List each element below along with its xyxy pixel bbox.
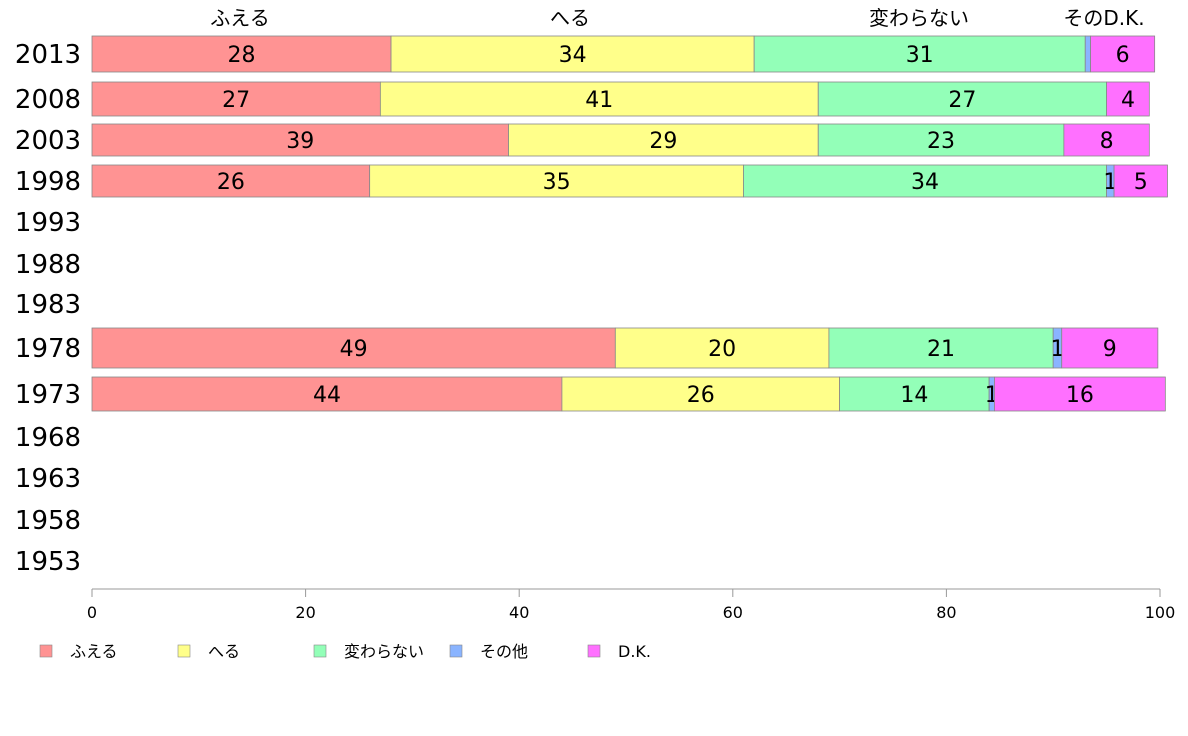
bar-segment-1978-4	[1061, 327, 1159, 369]
legend-label-4: D.K.	[618, 642, 651, 661]
x-tick-label-60: 60	[723, 603, 743, 622]
data-label-2013-4: 6	[1116, 43, 1130, 68]
legend-label-2: 変わらない	[344, 642, 424, 661]
legend: ふえる へる 変わらない その他 D.K.	[39, 642, 651, 661]
top-label-1: へる	[550, 6, 590, 30]
legend-label-0: ふえる	[70, 642, 118, 661]
year-label-2003: 2003	[15, 126, 81, 156]
data-label-2008-4: 4	[1121, 88, 1135, 113]
bar-segment-2003-0	[91, 123, 509, 157]
bar-segment-1978-2	[828, 327, 1054, 369]
x-tick-label-0: 0	[87, 603, 97, 622]
year-labels: 2013 2008 2003 1998 1993 1988 1983 1978 1973 1968…	[15, 40, 81, 577]
x-tick-label-20: 20	[295, 603, 315, 622]
year-label-1953: 1953	[15, 547, 81, 577]
data-label-2003-2: 23	[927, 129, 955, 154]
legend-swatch-2	[313, 644, 327, 658]
data-label-1978-3: 1	[1050, 337, 1064, 362]
data-label-1973-0: 44	[313, 383, 341, 408]
bar-segment-1973-2	[839, 376, 990, 412]
data-label-2008-1: 41	[585, 88, 613, 113]
legend-item-1: へる	[177, 642, 240, 661]
data-label-2013-2: 31	[906, 43, 934, 68]
x-tick-label-40: 40	[509, 603, 529, 622]
bar-row-2013: 28 34 31 6	[91, 35, 1156, 73]
data-label-1998-2: 34	[911, 170, 939, 195]
data-label-2008-0: 27	[222, 88, 250, 113]
bar-segment-2013-1	[390, 35, 755, 73]
year-label-2013: 2013	[15, 40, 81, 70]
year-label-1963: 1963	[15, 464, 81, 494]
x-tick-label-100: 100	[1145, 603, 1176, 622]
bar-segment-1998-4	[1113, 164, 1168, 198]
data-label-1973-4: 16	[1066, 383, 1094, 408]
year-label-1973: 1973	[15, 380, 81, 410]
data-label-2003-4: 8	[1100, 129, 1114, 154]
bar-segment-1998-1	[369, 164, 744, 198]
legend-swatch-4	[587, 644, 601, 658]
top-category-labels: ふえる へる 変わらない そのD.K.	[210, 6, 1144, 30]
bar-segment-2013-3	[1084, 35, 1091, 73]
bar-segment-2008-2	[817, 81, 1107, 117]
year-label-1978: 1978	[15, 334, 81, 364]
data-label-1998-4: 5	[1134, 170, 1148, 195]
top-label-0: ふえる	[210, 6, 269, 30]
data-label-1978-2: 21	[927, 337, 955, 362]
bar-segment-2008-1	[379, 81, 819, 117]
bar-segment-2003-1	[508, 123, 819, 157]
data-label-2003-1: 29	[649, 129, 677, 154]
legend-item-2: 変わらない	[313, 642, 424, 661]
legend-label-3: その他	[480, 642, 528, 661]
data-label-2013-1: 34	[559, 43, 587, 68]
year-label-2008: 2008	[15, 85, 81, 115]
top-label-2: 変わらない	[869, 6, 969, 30]
data-label-2003-0: 39	[286, 129, 314, 154]
bar-segment-1978-0	[91, 327, 616, 369]
data-label-1978-1: 20	[708, 337, 736, 362]
legend-item-4: D.K.	[587, 642, 651, 661]
bar-segment-2013-4	[1090, 35, 1156, 73]
legend-swatch-1	[177, 644, 191, 658]
bar-row-1998: 26 35 34 1 5	[91, 164, 1168, 198]
bar-segment-2008-4	[1106, 81, 1150, 117]
bar-segment-2008-0	[91, 81, 381, 117]
x-axis: 0 20 40 60 80 100	[87, 588, 1176, 622]
data-label-1978-0: 49	[340, 337, 368, 362]
legend-swatch-3	[449, 644, 463, 658]
bar-segment-1978-1	[614, 327, 830, 369]
x-tick-label-80: 80	[936, 603, 956, 622]
data-label-1998-0: 26	[217, 170, 245, 195]
year-label-1983: 1983	[15, 290, 81, 320]
data-label-1973-2: 14	[900, 383, 928, 408]
bar-segment-2013-2	[753, 35, 1086, 73]
bar-row-2003: 39 29 23 8	[91, 123, 1150, 157]
year-label-1968: 1968	[15, 423, 81, 453]
bar-segment-1998-0	[91, 164, 371, 198]
year-label-1998: 1998	[15, 167, 81, 197]
bar-row-2008: 27 41 27 4	[91, 81, 1150, 117]
year-label-1958: 1958	[15, 506, 81, 536]
bar-segment-2003-4	[1063, 123, 1150, 157]
year-label-1993: 1993	[15, 208, 81, 238]
data-label-2008-2: 27	[948, 88, 976, 113]
bar-segment-1973-1	[561, 376, 840, 412]
top-label-3: そのD.K.	[1063, 6, 1144, 30]
data-label-1973-1: 26	[687, 383, 715, 408]
data-label-1998-1: 35	[543, 170, 571, 195]
bar-segment-2013-0	[91, 35, 392, 73]
legend-item-0: ふえる	[39, 642, 118, 661]
year-label-1988: 1988	[15, 250, 81, 280]
legend-swatch-0	[39, 644, 53, 658]
data-label-2013-0: 28	[228, 43, 256, 68]
bar-segment-1973-0	[91, 376, 563, 412]
bar-segment-1973-4	[994, 376, 1166, 412]
bars: 28 34 31 6 27 41 27 4 39 29 23 8 26 35 34 1 5 49 20 21 1 9 44 2…	[91, 35, 1168, 412]
legend-item-3: その他	[449, 642, 528, 661]
bar-row-1973: 44 26 14 1 16	[91, 376, 1166, 412]
legend-label-1: へる	[208, 642, 240, 661]
data-label-1978-4: 9	[1103, 337, 1117, 362]
bar-row-1978: 49 20 21 1 9	[91, 327, 1159, 369]
